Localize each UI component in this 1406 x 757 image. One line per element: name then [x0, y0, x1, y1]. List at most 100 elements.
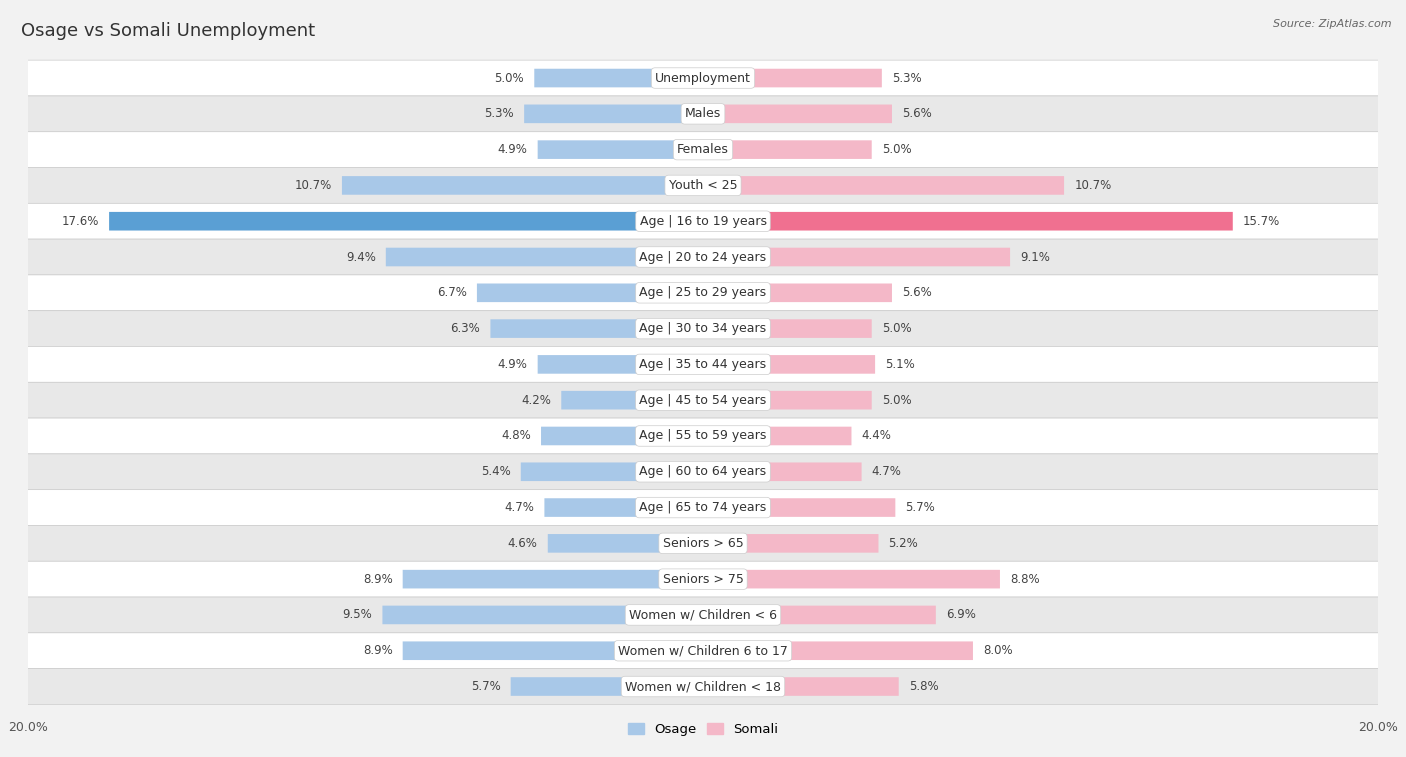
Text: 9.1%: 9.1% — [1021, 251, 1050, 263]
Text: Age | 20 to 24 years: Age | 20 to 24 years — [640, 251, 766, 263]
Text: Women w/ Children < 18: Women w/ Children < 18 — [626, 680, 780, 693]
FancyBboxPatch shape — [477, 283, 703, 302]
Text: Males: Males — [685, 107, 721, 120]
Text: Age | 35 to 44 years: Age | 35 to 44 years — [640, 358, 766, 371]
FancyBboxPatch shape — [28, 239, 1378, 275]
Text: 4.9%: 4.9% — [498, 143, 527, 156]
FancyBboxPatch shape — [703, 283, 891, 302]
FancyBboxPatch shape — [537, 140, 703, 159]
FancyBboxPatch shape — [541, 427, 703, 445]
FancyBboxPatch shape — [703, 641, 973, 660]
Text: 8.9%: 8.9% — [363, 644, 392, 657]
Text: 9.4%: 9.4% — [346, 251, 375, 263]
FancyBboxPatch shape — [524, 104, 703, 123]
FancyBboxPatch shape — [28, 525, 1378, 561]
FancyBboxPatch shape — [28, 561, 1378, 597]
Text: 4.8%: 4.8% — [501, 429, 531, 443]
Text: Age | 25 to 29 years: Age | 25 to 29 years — [640, 286, 766, 299]
Text: 5.7%: 5.7% — [905, 501, 935, 514]
FancyBboxPatch shape — [28, 668, 1378, 705]
FancyBboxPatch shape — [520, 463, 703, 481]
Text: 5.0%: 5.0% — [882, 143, 911, 156]
FancyBboxPatch shape — [28, 167, 1378, 204]
FancyBboxPatch shape — [491, 319, 703, 338]
Text: 4.6%: 4.6% — [508, 537, 537, 550]
Text: 4.4%: 4.4% — [862, 429, 891, 443]
Text: 4.2%: 4.2% — [522, 394, 551, 407]
FancyBboxPatch shape — [28, 310, 1378, 347]
Text: 8.8%: 8.8% — [1010, 572, 1039, 586]
Text: Unemployment: Unemployment — [655, 72, 751, 85]
FancyBboxPatch shape — [703, 355, 875, 374]
FancyBboxPatch shape — [402, 570, 703, 588]
Text: Age | 65 to 74 years: Age | 65 to 74 years — [640, 501, 766, 514]
FancyBboxPatch shape — [385, 248, 703, 266]
FancyBboxPatch shape — [703, 534, 879, 553]
FancyBboxPatch shape — [703, 140, 872, 159]
FancyBboxPatch shape — [703, 427, 852, 445]
FancyBboxPatch shape — [703, 212, 1233, 231]
Text: Age | 60 to 64 years: Age | 60 to 64 years — [640, 466, 766, 478]
FancyBboxPatch shape — [402, 641, 703, 660]
FancyBboxPatch shape — [561, 391, 703, 410]
Text: 5.2%: 5.2% — [889, 537, 918, 550]
Text: 5.6%: 5.6% — [903, 107, 932, 120]
FancyBboxPatch shape — [28, 490, 1378, 525]
FancyBboxPatch shape — [703, 104, 891, 123]
FancyBboxPatch shape — [534, 69, 703, 87]
Text: Women w/ Children 6 to 17: Women w/ Children 6 to 17 — [619, 644, 787, 657]
Text: 5.0%: 5.0% — [882, 394, 911, 407]
Text: Age | 30 to 34 years: Age | 30 to 34 years — [640, 322, 766, 335]
Text: 10.7%: 10.7% — [295, 179, 332, 192]
FancyBboxPatch shape — [703, 319, 872, 338]
Text: Seniors > 65: Seniors > 65 — [662, 537, 744, 550]
FancyBboxPatch shape — [28, 382, 1378, 418]
Text: Age | 55 to 59 years: Age | 55 to 59 years — [640, 429, 766, 443]
Legend: Osage, Somali: Osage, Somali — [623, 717, 783, 741]
Text: Osage vs Somali Unemployment: Osage vs Somali Unemployment — [21, 22, 315, 40]
FancyBboxPatch shape — [28, 204, 1378, 239]
Text: 17.6%: 17.6% — [62, 215, 98, 228]
Text: 5.0%: 5.0% — [495, 72, 524, 85]
FancyBboxPatch shape — [703, 176, 1064, 195]
Text: 5.7%: 5.7% — [471, 680, 501, 693]
FancyBboxPatch shape — [28, 347, 1378, 382]
Text: 6.7%: 6.7% — [437, 286, 467, 299]
Text: Youth < 25: Youth < 25 — [669, 179, 737, 192]
FancyBboxPatch shape — [703, 570, 1000, 588]
Text: 15.7%: 15.7% — [1243, 215, 1279, 228]
FancyBboxPatch shape — [703, 606, 936, 625]
FancyBboxPatch shape — [28, 60, 1378, 96]
Text: 5.3%: 5.3% — [891, 72, 921, 85]
FancyBboxPatch shape — [342, 176, 703, 195]
FancyBboxPatch shape — [703, 248, 1010, 266]
FancyBboxPatch shape — [703, 391, 872, 410]
FancyBboxPatch shape — [544, 498, 703, 517]
FancyBboxPatch shape — [703, 463, 862, 481]
FancyBboxPatch shape — [382, 606, 703, 625]
FancyBboxPatch shape — [703, 498, 896, 517]
FancyBboxPatch shape — [510, 678, 703, 696]
Text: 9.5%: 9.5% — [343, 609, 373, 621]
Text: Women w/ Children < 6: Women w/ Children < 6 — [628, 609, 778, 621]
FancyBboxPatch shape — [28, 418, 1378, 454]
FancyBboxPatch shape — [548, 534, 703, 553]
Text: 4.9%: 4.9% — [498, 358, 527, 371]
Text: Age | 16 to 19 years: Age | 16 to 19 years — [640, 215, 766, 228]
Text: 10.7%: 10.7% — [1074, 179, 1111, 192]
FancyBboxPatch shape — [28, 633, 1378, 668]
FancyBboxPatch shape — [28, 96, 1378, 132]
Text: 8.9%: 8.9% — [363, 572, 392, 586]
Text: 5.0%: 5.0% — [882, 322, 911, 335]
FancyBboxPatch shape — [28, 275, 1378, 310]
Text: 5.4%: 5.4% — [481, 466, 510, 478]
Text: Seniors > 75: Seniors > 75 — [662, 572, 744, 586]
FancyBboxPatch shape — [110, 212, 703, 231]
Text: 6.3%: 6.3% — [450, 322, 481, 335]
Text: 4.7%: 4.7% — [505, 501, 534, 514]
Text: Age | 45 to 54 years: Age | 45 to 54 years — [640, 394, 766, 407]
Text: 8.0%: 8.0% — [983, 644, 1012, 657]
Text: Females: Females — [678, 143, 728, 156]
Text: 5.6%: 5.6% — [903, 286, 932, 299]
Text: 6.9%: 6.9% — [946, 609, 976, 621]
